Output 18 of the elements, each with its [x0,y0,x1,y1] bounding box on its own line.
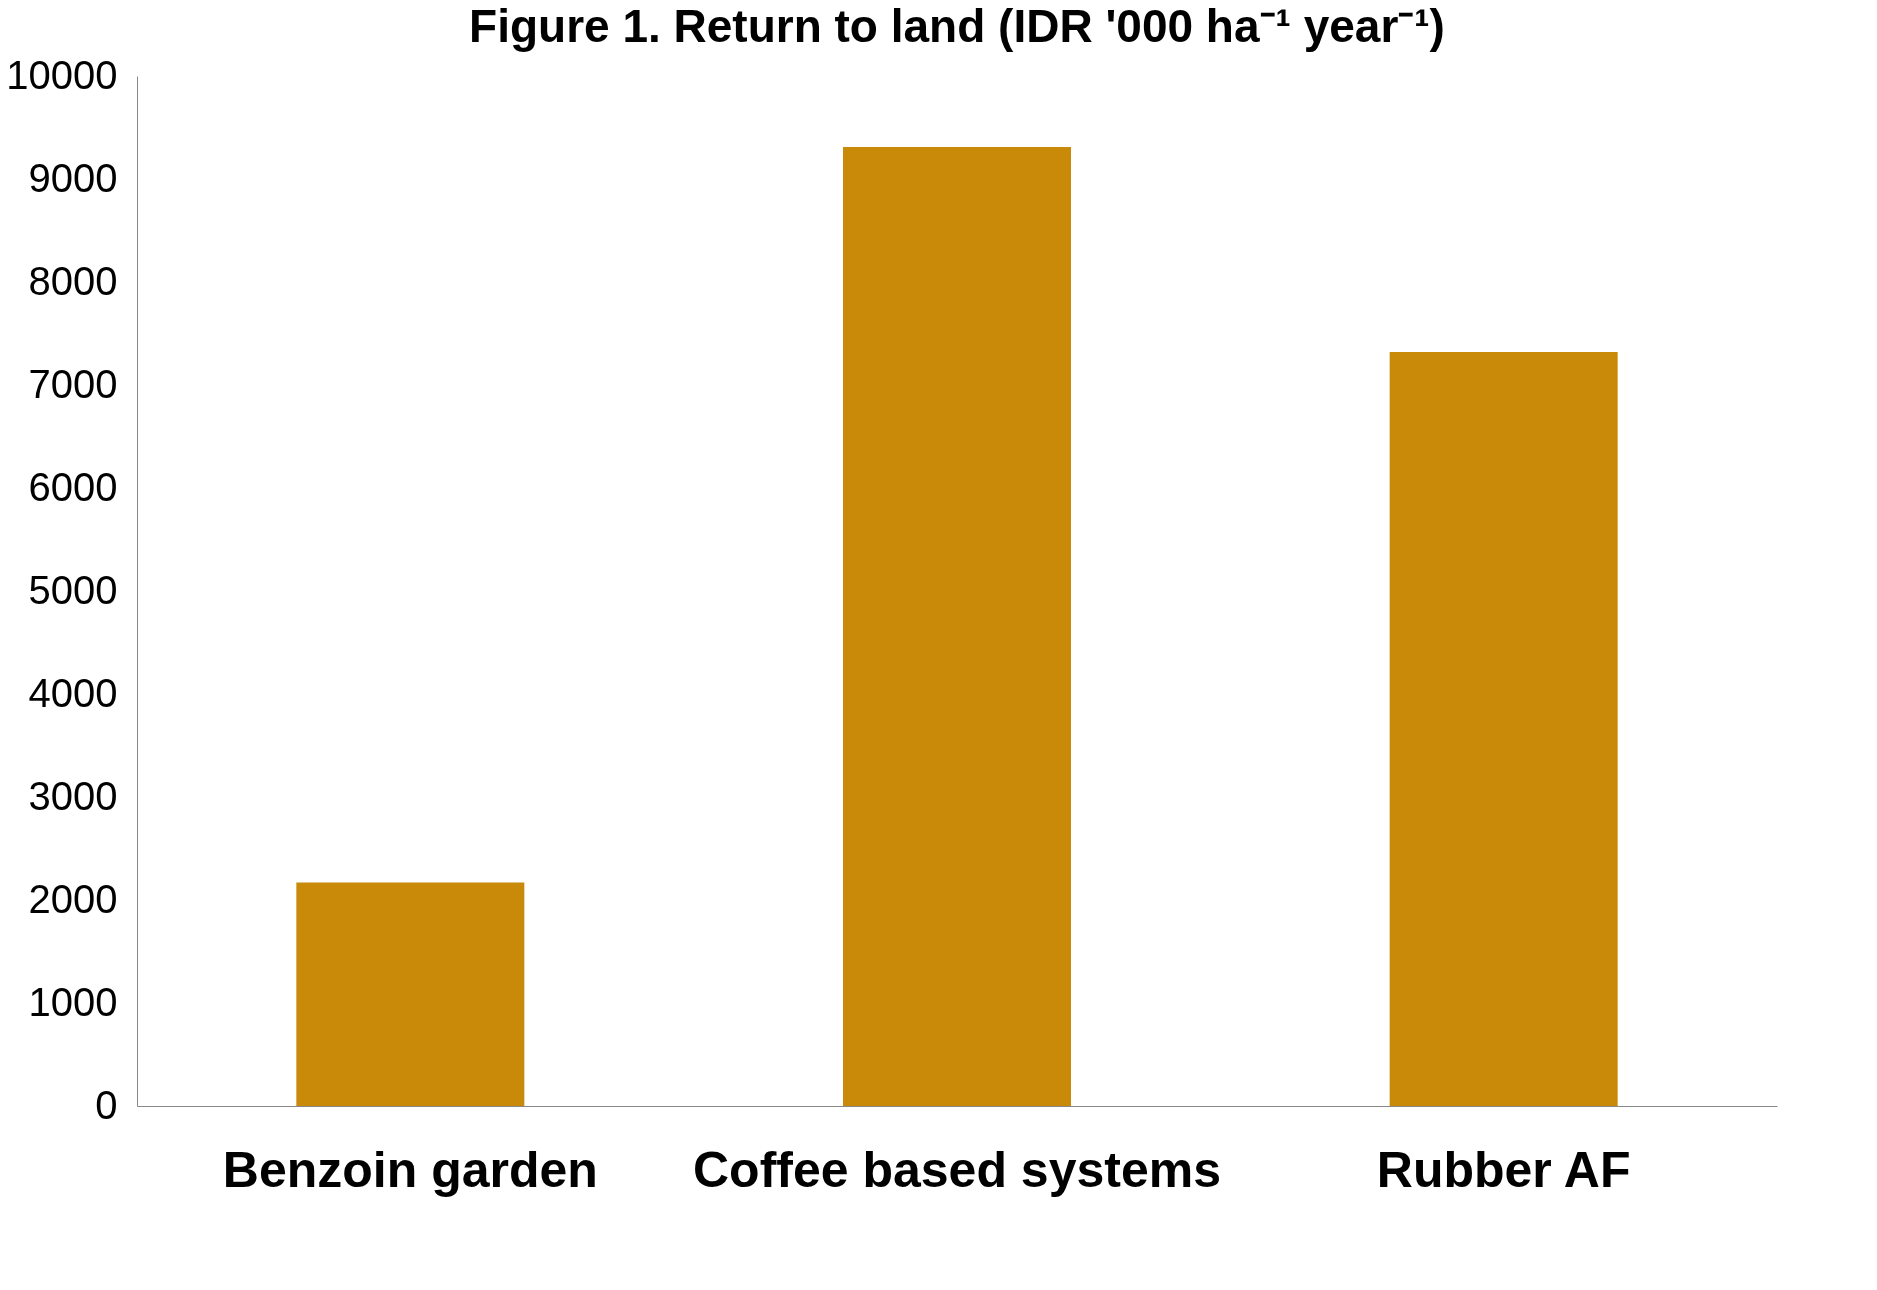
y-tick-label: 3000 [28,773,118,818]
y-tick-label: 4000 [28,670,118,715]
y-tick-label: 1000 [28,979,118,1024]
chart-title: Figure 1. Return to land (IDR '000 ha⁻¹ year⁻¹) [469,0,1445,52]
x-tick-label: Rubber AF [1376,1141,1631,1198]
bar [843,147,1071,1106]
y-tick-label: 6000 [28,464,118,509]
x-tick-label: Coffee based systems [692,1141,1222,1198]
y-tick-label: 8000 [28,258,118,303]
y-tick-label: 0 [95,1082,118,1127]
y-tick-label: 5000 [28,567,118,612]
bar [1389,352,1618,1106]
y-tick-label: 2000 [28,876,118,921]
x-tick-label: Benzoin garden [222,1141,598,1198]
y-tick-label: 10000 [6,52,118,97]
y-tick-label: 9000 [28,155,118,200]
bar [296,882,525,1106]
y-tick-label: 7000 [28,361,118,406]
